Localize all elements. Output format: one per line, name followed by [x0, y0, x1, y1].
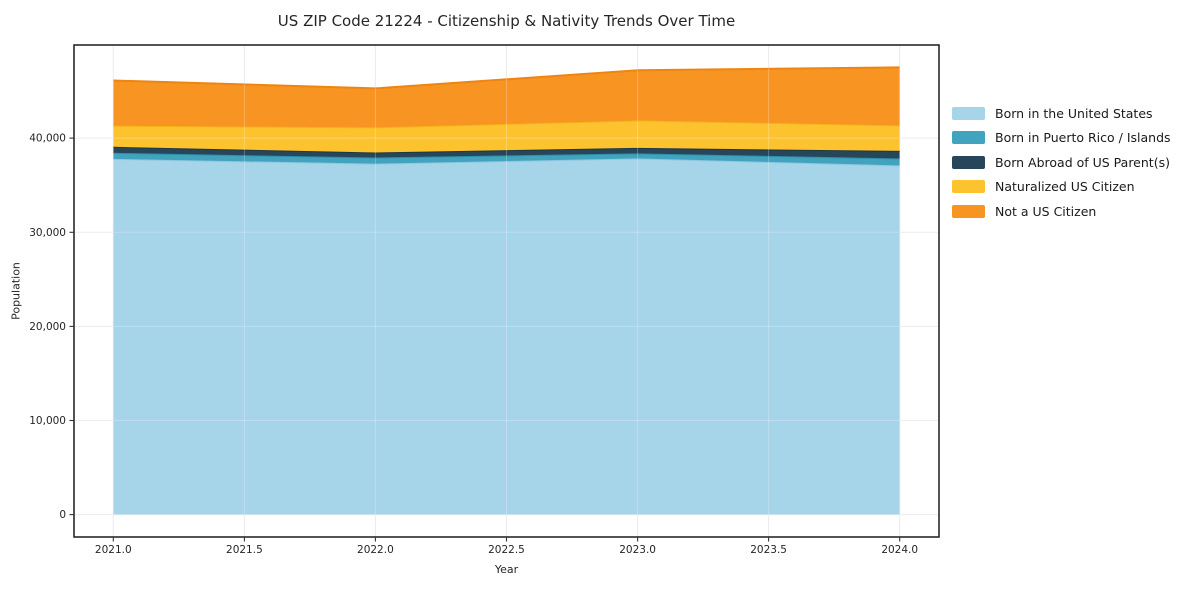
- area-edge-not-a-us-citizen: [113, 66, 900, 90]
- y-tick-label: 0: [59, 509, 66, 521]
- legend-item-born-in-the-united-states: Born in the United States: [952, 101, 1171, 126]
- y-tick-label: 40,000: [29, 133, 66, 145]
- legend-swatch-icon: [952, 155, 985, 169]
- x-tick-label: 2021.5: [226, 544, 263, 556]
- legend-label: Born Abroad of US Parent(s): [995, 154, 1170, 170]
- area-naturalized-us-citizen: [113, 120, 900, 153]
- x-tick-label: 2023.0: [619, 544, 656, 556]
- legend-swatch-icon: [952, 131, 985, 145]
- legend-swatch-icon: [952, 106, 985, 120]
- legend-item-not-a-us-citizen: Not a US Citizen: [952, 199, 1171, 224]
- x-tick-label: 2021.0: [95, 544, 132, 556]
- area-not-a-us-citizen: [113, 67, 900, 128]
- legend-label: Born in Puerto Rico / Islands: [995, 130, 1171, 146]
- chart-title: US ZIP Code 21224 - Citizenship & Nativi…: [277, 12, 736, 30]
- x-tick-label: 2022.5: [488, 544, 525, 556]
- legend-swatch-icon: [952, 204, 985, 218]
- legend-swatch-icon: [952, 180, 985, 194]
- legend-item-born-in-puerto-rico-islands: Born in Puerto Rico / Islands: [952, 126, 1171, 151]
- x-tick-label: 2023.5: [750, 544, 787, 556]
- y-tick-label: 20,000: [29, 321, 66, 333]
- y-axis-label: Population: [9, 262, 23, 320]
- legend: Born in the United States Born in Puerto …: [952, 101, 1171, 224]
- area-born-abroad-of-us-parent-s: [113, 146, 900, 159]
- legend-item-born-abroad-of-us-parent-s: Born Abroad of US Parent(s): [952, 150, 1171, 175]
- legend-label: Naturalized US Citizen: [995, 179, 1135, 195]
- y-tick-label: 10,000: [29, 415, 66, 427]
- legend-label: Born in the United States: [995, 105, 1153, 121]
- area-born-in-the-united-states: [113, 158, 900, 515]
- x-axis-label: Year: [494, 563, 519, 576]
- legend-label: Not a US Citizen: [995, 203, 1097, 219]
- area-born-in-puerto-rico-islands: [113, 152, 900, 166]
- x-tick-label: 2022.0: [357, 544, 394, 556]
- y-tick-label: 30,000: [29, 227, 66, 239]
- x-tick-label: 2024.0: [881, 544, 918, 556]
- legend-item-naturalized-us-citizen: Naturalized US Citizen: [952, 175, 1171, 200]
